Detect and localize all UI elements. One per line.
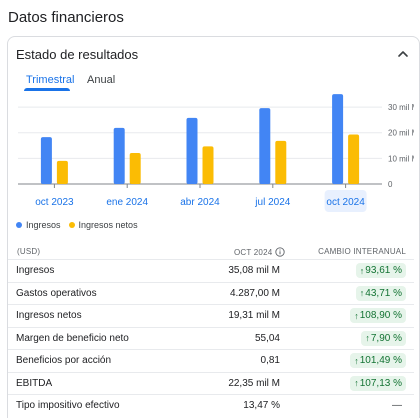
y-tick-label: 0 — [388, 180, 393, 189]
metric-value: 35,08 mil M — [228, 265, 280, 276]
yoy-change-badge: — — [388, 398, 406, 413]
metric-value: 22,35 mil M — [228, 377, 280, 389]
bar-net-income — [129, 152, 141, 184]
header-period: OCT 2024 — [234, 247, 286, 257]
yoy-change-badge: ↑ 108,90 % — [350, 308, 406, 323]
header-yoy-change: CAMBIO INTERANUAL — [318, 247, 406, 256]
yoy-change-value: 108,90 % — [359, 310, 402, 321]
x-tick-label: abr 2024 — [180, 197, 220, 208]
yoy-change-badge: ↑ 101,49 % — [350, 353, 406, 368]
tab-annual[interactable]: Anual — [87, 74, 116, 86]
header-period-label: OCT 2024 — [234, 247, 273, 257]
tab-quarterly[interactable]: Trimestral — [26, 74, 75, 86]
metric-value: 55,04 — [254, 332, 280, 344]
metric-label: Margen de beneficio neto — [16, 332, 129, 344]
x-tick-label: oct 2023 — [35, 197, 74, 208]
metric-label: Gastos operativos — [16, 287, 97, 299]
table-row: Ingresos netos 19,31 mil M ↑ 108,90 % — [8, 304, 414, 327]
bar-net-income — [202, 146, 214, 184]
yoy-change-value: 107,13 % — [359, 377, 402, 389]
income-statement-card: Estado de resultados Trimestral Anual 0 1… — [7, 36, 420, 418]
bar-net-income — [275, 140, 287, 184]
x-tick-label: jul 2024 — [254, 197, 290, 208]
info-icon[interactable] — [275, 247, 286, 257]
y-tick-label: 30 mil M — [388, 103, 414, 112]
metric-label: Tipo impositivo efectivo — [16, 400, 120, 411]
legend-item-net-income: Ingresos netos — [68, 220, 138, 230]
metric-value: 4.287,00 M — [229, 287, 280, 299]
metric-value: 0,81 — [260, 355, 280, 366]
legend-label-revenue: Ingresos — [26, 220, 61, 230]
x-tick-label: oct 2024 — [326, 197, 365, 208]
yoy-change-value: 7,90 % — [370, 332, 402, 344]
yoy-change-value: 101,49 % — [359, 355, 402, 366]
bar-net-income — [56, 160, 68, 184]
period-tabs: Trimestral Anual — [8, 71, 414, 91]
bar-revenue — [332, 94, 344, 184]
table-row: Margen de beneficio neto 55,04 ↑ 7,90 % — [8, 326, 414, 350]
card-title: Estado de resultados — [16, 47, 139, 62]
yoy-change-badge: ↑ 7,90 % — [361, 330, 406, 346]
page-title: Datos financieros — [8, 9, 124, 26]
bar-revenue — [40, 137, 52, 184]
legend-dot-revenue — [16, 222, 22, 228]
legend-label-net-income: Ingresos netos — [78, 220, 138, 230]
table-row: Gastos operativos 4.287,00 M ↑ 43,71 % — [8, 281, 414, 305]
chevron-up-icon — [398, 51, 408, 57]
active-tab-indicator — [24, 88, 70, 91]
header-currency: (USD) — [17, 247, 41, 256]
metric-label: EBITDA — [16, 377, 53, 389]
financial-table: Ingresos 35,08 mil M ↑ 93,61 % Gastos operat… — [8, 259, 414, 417]
table-header: (USD) OCT 2024 CAMBIO INTERANUAL — [8, 241, 414, 261]
table-row: EBITDA 22,35 mil M ↑ 107,13 % — [8, 371, 414, 395]
income-chart: 0 10 mil M 20 mil M 30 mil M oct 2023 ene 202… — [18, 94, 414, 212]
collapse-button[interactable] — [393, 44, 413, 64]
metric-value: 19,31 mil M — [228, 310, 280, 321]
yoy-change-badge: ↑ 43,71 % — [355, 285, 406, 301]
arrow-up-icon: ↑ — [354, 378, 359, 388]
y-tick-label: 20 mil M — [388, 129, 414, 138]
arrow-up-icon: ↑ — [365, 333, 370, 343]
metric-label: Beneficios por acción — [16, 355, 112, 366]
yoy-change-badge: ↑ 93,61 % — [355, 263, 406, 278]
bar-revenue — [259, 108, 271, 184]
y-tick-label: 10 mil M — [388, 154, 414, 163]
arrow-up-icon: ↑ — [359, 265, 365, 276]
bar-net-income — [348, 134, 360, 184]
legend-item-revenue: Ingresos — [16, 220, 61, 230]
arrow-up-icon: ↑ — [359, 288, 365, 298]
yoy-change-value: 93,61 % — [365, 265, 402, 276]
arrow-up-icon: ↑ — [354, 355, 359, 366]
x-tick-label: ene 2024 — [106, 197, 148, 208]
chart-legend: Ingresos Ingresos netos — [16, 220, 146, 230]
metric-value: 13,47 % — [243, 400, 280, 411]
metric-label: Ingresos netos — [16, 310, 82, 321]
metric-label: Ingresos — [16, 265, 55, 276]
bar-revenue — [113, 127, 125, 184]
yoy-change-value: 43,71 % — [365, 287, 402, 299]
selected-period-highlight — [324, 190, 367, 212]
arrow-up-icon: ↑ — [354, 310, 359, 321]
table-row: Tipo impositivo efectivo 13,47 % — — [8, 394, 414, 417]
legend-dot-net-income — [68, 222, 75, 228]
yoy-change-value: — — [392, 400, 402, 411]
table-row: Beneficios por acción 0,81 ↑ 101,49 % — [8, 349, 414, 372]
yoy-change-badge: ↑ 107,13 % — [350, 375, 406, 391]
table-row: Ingresos 35,08 mil M ↑ 93,61 % — [8, 259, 414, 282]
bar-revenue — [186, 117, 198, 184]
